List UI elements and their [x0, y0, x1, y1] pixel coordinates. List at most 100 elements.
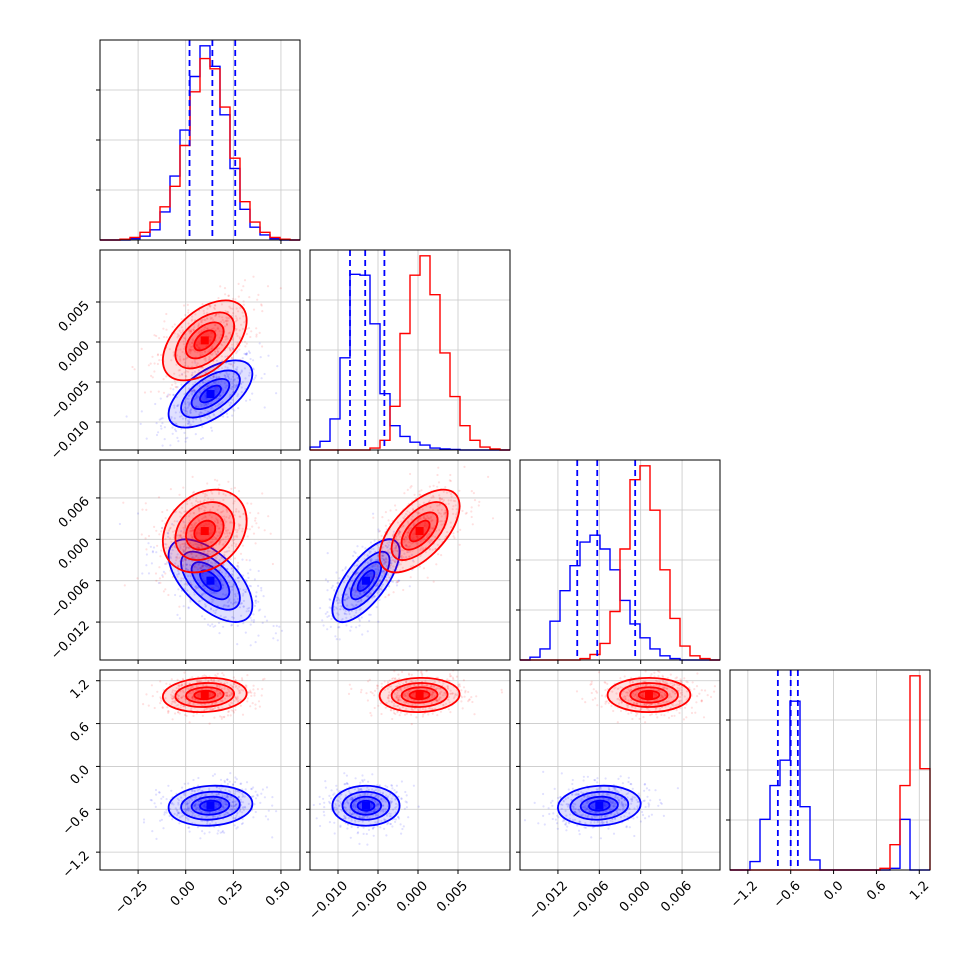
- scatter-point: [169, 556, 172, 560]
- scatter-point: [202, 492, 205, 495]
- scatter-point: [234, 595, 237, 598]
- contour-line: [190, 561, 231, 601]
- scatter-point: [171, 700, 174, 703]
- scatter-point: [213, 350, 216, 353]
- scatter-point: [198, 507, 201, 510]
- scatter-point: [165, 543, 168, 546]
- scatter-point: [245, 781, 249, 784]
- scatter-point: [192, 407, 195, 410]
- scatter-point: [364, 589, 368, 592]
- scatter-point: [326, 611, 329, 614]
- scatter-point: [388, 593, 391, 596]
- scatter-point: [218, 532, 222, 535]
- scatter-point: [218, 376, 221, 380]
- scatter-point: [407, 531, 410, 534]
- scatter-point: [209, 317, 212, 321]
- scatter-point: [217, 492, 221, 495]
- scatter-point: [219, 691, 222, 694]
- scatter-point: [199, 417, 202, 420]
- scatter-point: [177, 539, 180, 542]
- scatter-point: [248, 296, 251, 299]
- scatter-point: [387, 549, 390, 552]
- scatter-point: [217, 403, 220, 406]
- scatter-point: [258, 331, 261, 334]
- scatter-point: [206, 523, 209, 526]
- scatter-point: [389, 563, 393, 567]
- scatter-point: [215, 591, 218, 595]
- density-peak: [206, 801, 215, 810]
- scatter-point: [193, 390, 196, 393]
- scatter-point: [222, 542, 225, 546]
- scatter-point: [215, 388, 218, 391]
- scatter-point: [147, 572, 151, 575]
- scatter-point: [222, 807, 225, 810]
- scatter-point: [350, 687, 353, 691]
- scatter-point: [376, 584, 379, 587]
- scatter-point: [249, 623, 252, 626]
- scatter-point: [234, 315, 237, 318]
- scatter-point: [235, 317, 238, 320]
- scatter-point: [241, 807, 244, 810]
- scatter-point: [168, 537, 172, 540]
- scatter-point: [470, 490, 473, 493]
- scatter-point: [237, 490, 241, 493]
- scatter-point: [396, 560, 399, 563]
- scatter-point: [434, 547, 437, 551]
- scatter-point: [222, 674, 225, 677]
- scatter-point: [239, 798, 242, 801]
- scatter-point: [172, 700, 175, 703]
- scatter-point: [254, 601, 257, 605]
- scatter-point: [178, 411, 182, 414]
- scatter-point: [141, 508, 144, 511]
- scatter-point: [177, 369, 180, 372]
- scatter-point: [234, 368, 237, 371]
- scatter-point: [355, 571, 358, 574]
- scatter-point: [212, 376, 215, 379]
- scatter-point: [204, 319, 207, 322]
- scatter-point: [199, 700, 202, 703]
- scatter-point: [204, 604, 208, 607]
- scatter-point: [179, 534, 182, 538]
- scatter-point: [168, 814, 171, 818]
- scatter-point: [178, 374, 181, 377]
- scatter-point: [366, 561, 370, 564]
- scatter-point: [404, 544, 407, 547]
- scatter-point: [403, 538, 406, 541]
- scatter-point: [145, 553, 148, 556]
- scatter-point: [223, 382, 226, 385]
- scatter-point: [185, 816, 188, 819]
- scatter-point: [216, 798, 219, 802]
- scatter-point: [443, 513, 446, 516]
- scatter-point: [221, 672, 224, 675]
- scatter-point: [253, 578, 256, 581]
- scatter-point: [225, 335, 228, 338]
- scatter-point: [242, 588, 245, 592]
- scatter-point: [213, 324, 216, 327]
- scatter-point: [215, 806, 218, 809]
- scatter-point: [220, 717, 223, 721]
- scatter-point: [199, 800, 203, 803]
- scatter-point: [171, 530, 175, 533]
- scatter-point: [158, 533, 161, 536]
- scatter-point: [189, 549, 192, 553]
- scatter-point: [336, 598, 339, 602]
- scatter-point: [196, 693, 199, 696]
- scatter-point: [191, 686, 194, 689]
- scatter-point: [232, 816, 235, 820]
- scatter-point: [375, 573, 379, 576]
- scatter-point: [212, 375, 216, 378]
- scatter-point: [396, 550, 400, 553]
- scatter-point: [213, 571, 216, 574]
- scatter-point: [187, 802, 190, 805]
- scatter-point: [183, 347, 186, 350]
- scatter-point: [205, 684, 208, 687]
- scatter-point: [201, 675, 204, 678]
- scatter-point: [369, 561, 372, 564]
- scatter-point: [201, 504, 204, 508]
- scatter-point: [394, 791, 397, 794]
- scatter-point: [163, 813, 166, 816]
- scatter-point: [271, 562, 274, 566]
- scatter-point: [220, 510, 223, 514]
- scatter-point: [359, 598, 362, 602]
- scatter-point: [160, 697, 163, 700]
